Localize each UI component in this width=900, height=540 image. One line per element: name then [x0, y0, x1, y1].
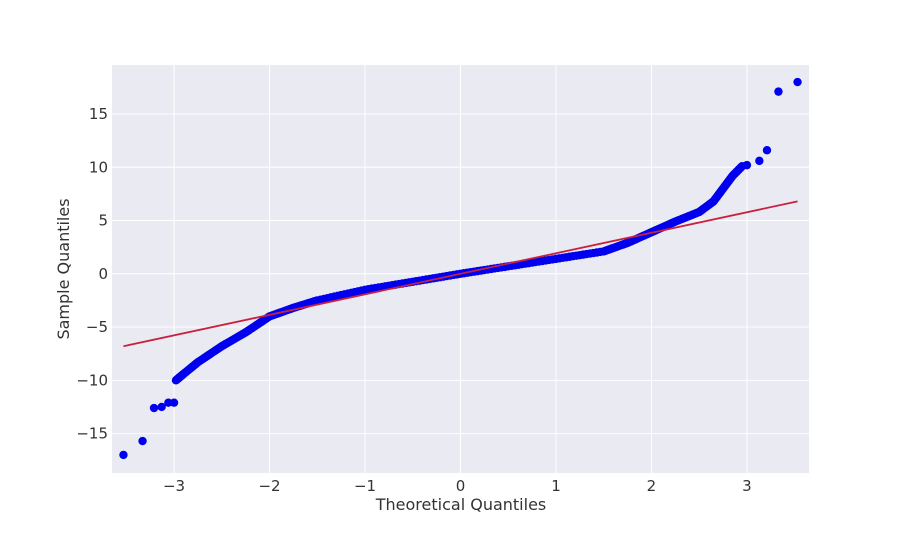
y-tick-label: 15 — [89, 105, 108, 123]
sample-point — [793, 77, 802, 87]
x-axis-label: Theoretical Quantiles — [375, 495, 547, 514]
sample-point — [762, 146, 772, 155]
x-tick-label: −3 — [163, 477, 185, 495]
y-axis-label: Sample Quantiles — [54, 198, 73, 339]
sample-point — [169, 398, 179, 407]
sample-point — [138, 436, 147, 446]
x-tick-label: −2 — [258, 477, 280, 495]
reference-line — [123, 200, 798, 348]
x-tick-labels: −3 −2 −1 0 1 2 3 — [163, 477, 752, 495]
x-tick-label: 0 — [456, 477, 466, 495]
x-tick-label: 3 — [742, 477, 752, 495]
sample-point — [774, 87, 783, 96]
y-tick-label: −15 — [76, 425, 108, 443]
sample-point — [157, 402, 166, 412]
reference-line-group — [123, 200, 798, 348]
y-tick-label: 10 — [89, 158, 108, 176]
y-tick-labels: −15 −10 −5 0 5 10 15 — [76, 105, 108, 443]
x-tick-label: −1 — [354, 477, 376, 495]
y-tick-label: 0 — [98, 265, 108, 283]
sample-point — [742, 160, 752, 170]
y-tick-label: −5 — [86, 318, 108, 336]
x-tick-label: 2 — [647, 477, 657, 495]
sample-point — [149, 403, 159, 413]
y-tick-label: 5 — [98, 212, 108, 230]
sample-point — [119, 450, 128, 460]
x-tick-label: 1 — [551, 477, 561, 495]
sample-point — [755, 156, 764, 166]
y-tick-label: −10 — [76, 371, 108, 389]
